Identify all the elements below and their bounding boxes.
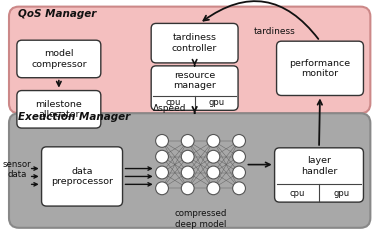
FancyBboxPatch shape bbox=[9, 113, 370, 228]
FancyBboxPatch shape bbox=[42, 147, 123, 206]
Circle shape bbox=[233, 166, 246, 179]
Circle shape bbox=[233, 182, 246, 195]
Circle shape bbox=[181, 134, 194, 147]
Circle shape bbox=[233, 134, 246, 147]
Text: Exeuction Manager: Exeuction Manager bbox=[18, 112, 130, 122]
Circle shape bbox=[207, 182, 220, 195]
Text: compressed
deep model: compressed deep model bbox=[174, 209, 227, 229]
FancyBboxPatch shape bbox=[9, 7, 370, 113]
FancyBboxPatch shape bbox=[17, 40, 101, 78]
Circle shape bbox=[207, 166, 220, 179]
Text: layer
handler: layer handler bbox=[301, 156, 337, 176]
FancyBboxPatch shape bbox=[17, 90, 101, 128]
Text: data
preprocessor: data preprocessor bbox=[51, 167, 113, 186]
Text: gpu: gpu bbox=[208, 98, 224, 107]
Text: Δspeed: Δspeed bbox=[153, 104, 186, 113]
Circle shape bbox=[156, 134, 168, 147]
Circle shape bbox=[207, 134, 220, 147]
Text: QoS Manager: QoS Manager bbox=[18, 8, 96, 19]
Text: resource
manager: resource manager bbox=[173, 71, 216, 90]
Text: milestone
allocator: milestone allocator bbox=[35, 100, 82, 119]
Text: tardiness
controller: tardiness controller bbox=[172, 33, 217, 53]
FancyBboxPatch shape bbox=[151, 24, 238, 63]
Text: gpu: gpu bbox=[333, 189, 349, 198]
Text: sensor
data: sensor data bbox=[3, 160, 31, 179]
Circle shape bbox=[181, 150, 194, 163]
Text: cpu: cpu bbox=[165, 98, 180, 107]
Circle shape bbox=[156, 150, 168, 163]
Circle shape bbox=[156, 182, 168, 195]
FancyBboxPatch shape bbox=[277, 41, 364, 95]
Circle shape bbox=[156, 166, 168, 179]
Text: tardiness: tardiness bbox=[254, 27, 296, 36]
Text: model
compressor: model compressor bbox=[31, 49, 87, 69]
Circle shape bbox=[181, 166, 194, 179]
Circle shape bbox=[181, 182, 194, 195]
Text: cpu: cpu bbox=[289, 189, 305, 198]
FancyBboxPatch shape bbox=[274, 148, 364, 202]
Circle shape bbox=[233, 150, 246, 163]
Circle shape bbox=[207, 150, 220, 163]
Text: performance
monitor: performance monitor bbox=[290, 59, 350, 78]
FancyBboxPatch shape bbox=[151, 66, 238, 110]
